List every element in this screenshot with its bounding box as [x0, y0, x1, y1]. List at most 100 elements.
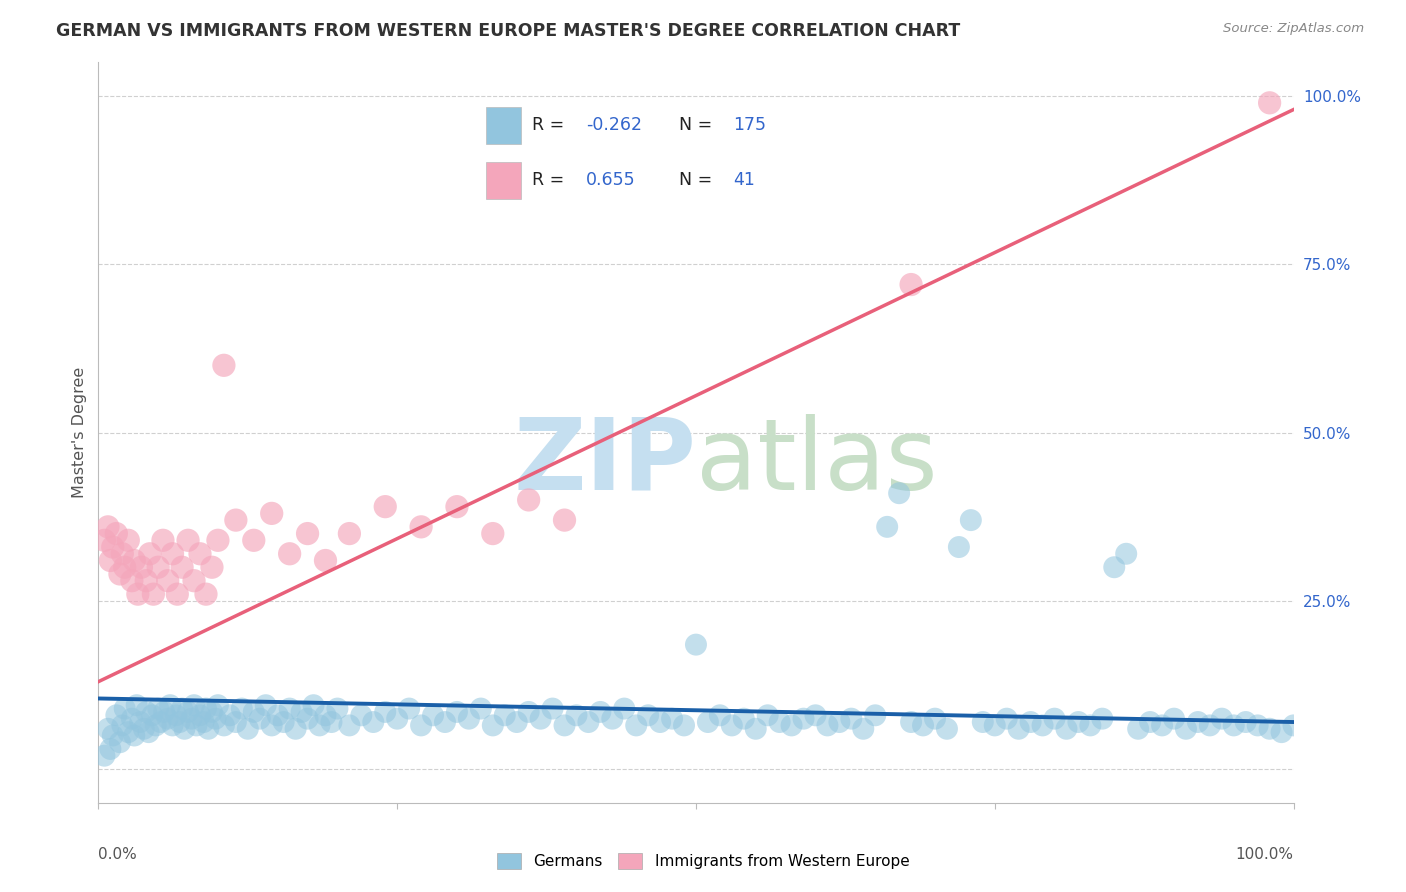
Point: [169, 714, 191, 729]
Point: [139, 547, 162, 561]
Point: [236, 722, 259, 736]
Point: [177, 705, 200, 719]
Point: [815, 718, 838, 732]
Point: [1008, 722, 1031, 736]
Point: [458, 712, 481, 726]
Point: [995, 712, 1018, 726]
Point: [195, 587, 218, 601]
Point: [1019, 714, 1042, 729]
Point: [135, 574, 157, 588]
Point: [260, 718, 283, 732]
Text: 100.0%: 100.0%: [1236, 847, 1294, 863]
Point: [374, 705, 396, 719]
Point: [602, 712, 624, 726]
Point: [1223, 718, 1246, 732]
Point: [494, 708, 516, 723]
Point: [1043, 712, 1066, 726]
Point: [111, 547, 134, 561]
Point: [865, 708, 887, 723]
Point: [1247, 718, 1270, 732]
Point: [135, 705, 157, 719]
Point: [297, 526, 319, 541]
Point: [1187, 714, 1209, 729]
Point: [589, 705, 612, 719]
Point: [111, 718, 134, 732]
Point: [852, 722, 875, 736]
Point: [506, 714, 529, 729]
Y-axis label: Master's Degree: Master's Degree: [72, 367, 87, 499]
Point: [768, 714, 790, 729]
Point: [648, 714, 672, 729]
Point: [900, 714, 922, 729]
Point: [889, 486, 911, 500]
Point: [129, 714, 152, 729]
Point: [273, 714, 295, 729]
Point: [1104, 560, 1126, 574]
Point: [411, 718, 433, 732]
Point: [517, 492, 540, 507]
Point: [152, 533, 174, 548]
Point: [745, 722, 768, 736]
Point: [148, 701, 170, 715]
Point: [793, 712, 815, 726]
Point: [243, 533, 266, 548]
Point: [105, 708, 128, 723]
Point: [97, 722, 120, 736]
Point: [173, 722, 195, 736]
Point: [108, 735, 131, 749]
Point: [1152, 718, 1174, 732]
Point: [195, 701, 218, 715]
Point: [204, 712, 226, 726]
Point: [142, 587, 165, 601]
Point: [900, 277, 922, 292]
Point: [446, 705, 468, 719]
Point: [1271, 725, 1294, 739]
Point: [180, 712, 202, 726]
Legend: Germans, Immigrants from Western Europe: Germans, Immigrants from Western Europe: [491, 847, 915, 875]
Point: [197, 722, 219, 736]
Point: [212, 359, 235, 373]
Point: [374, 500, 396, 514]
Point: [841, 712, 863, 726]
Text: Source: ZipAtlas.com: Source: ZipAtlas.com: [1223, 22, 1364, 36]
Point: [828, 714, 851, 729]
Point: [541, 701, 564, 715]
Point: [721, 718, 744, 732]
Point: [284, 722, 307, 736]
Point: [565, 708, 588, 723]
Point: [165, 708, 187, 723]
Point: [1199, 718, 1222, 732]
Point: [924, 712, 946, 726]
Point: [231, 701, 253, 715]
Point: [97, 520, 120, 534]
Point: [697, 714, 720, 729]
Point: [578, 714, 600, 729]
Point: [278, 547, 301, 561]
Point: [685, 638, 707, 652]
Text: 0.0%: 0.0%: [98, 847, 138, 863]
Point: [1091, 712, 1114, 726]
Point: [138, 725, 160, 739]
Point: [156, 574, 179, 588]
Point: [554, 718, 576, 732]
Point: [183, 574, 205, 588]
Point: [326, 701, 349, 715]
Point: [132, 722, 155, 736]
Point: [363, 714, 385, 729]
Point: [98, 742, 122, 756]
Point: [117, 725, 139, 739]
Point: [481, 718, 505, 732]
Point: [446, 500, 468, 514]
Point: [936, 722, 959, 736]
Point: [1163, 712, 1185, 726]
Point: [1115, 547, 1137, 561]
Point: [153, 705, 176, 719]
Point: [114, 560, 136, 574]
Point: [207, 533, 229, 548]
Point: [254, 698, 277, 713]
Point: [1282, 718, 1305, 732]
Point: [321, 714, 343, 729]
Point: [350, 708, 373, 723]
Point: [219, 708, 242, 723]
Point: [434, 714, 457, 729]
